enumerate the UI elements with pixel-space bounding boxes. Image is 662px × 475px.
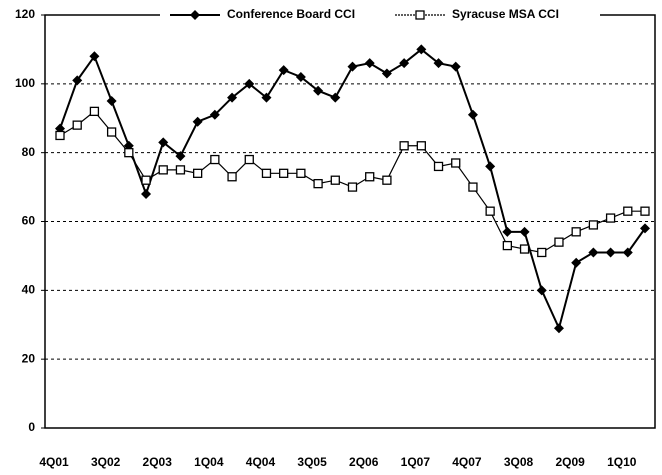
point [295,71,306,82]
point [415,10,425,20]
point [55,130,65,141]
point [622,247,633,258]
point [227,92,238,103]
point [347,61,358,72]
point [536,285,547,296]
point [175,165,186,175]
point [330,175,340,185]
y-tick-label: 0 [28,420,35,434]
legend-box [160,7,600,23]
point [227,172,237,182]
point [279,168,289,178]
y-tick-label: 20 [22,351,36,365]
point [571,257,582,268]
point [106,96,117,107]
x-tick-label: 2Q03 [143,455,173,469]
point [209,109,220,120]
point [416,141,426,151]
point [640,206,650,216]
point [485,161,496,172]
point [399,141,409,151]
legend-label: Syracuse MSA CCI [452,7,559,21]
point [158,137,169,148]
x-tick-label: 4Q01 [39,455,69,469]
point [330,92,341,103]
point [381,68,392,79]
point [416,44,427,55]
point [450,61,461,72]
point [640,223,650,234]
y-tick-label: 40 [22,283,36,297]
point [433,161,444,172]
point [467,109,478,120]
point [588,220,599,230]
point [553,323,564,334]
point [313,85,324,96]
point [519,244,530,254]
y-tick-label: 60 [22,214,36,228]
point [554,237,564,247]
point [347,182,358,192]
point [175,151,186,162]
x-tick-label: 2Q06 [349,455,379,469]
point [158,165,168,175]
point [485,206,495,216]
legend-label: Conference Board CCI [227,7,355,21]
point [244,78,255,89]
point [399,58,410,69]
point [192,116,203,127]
point [141,175,151,185]
point [571,227,581,237]
point [89,106,100,117]
point [190,10,200,20]
point [433,58,444,69]
point [106,127,117,137]
point [313,178,323,189]
x-tick-label: 3Q05 [297,455,327,469]
point [72,120,82,130]
point [244,154,254,165]
point [261,92,272,103]
point [124,148,134,158]
x-tick-label: 1Q04 [194,455,224,469]
point [502,240,513,251]
point [502,226,513,237]
y-tick-label: 100 [15,76,35,90]
point [210,154,220,165]
point [451,158,461,168]
point [296,168,306,178]
x-tick-label: 3Q02 [91,455,121,469]
point [382,175,392,185]
point [364,58,375,69]
point [192,168,203,178]
x-tick-label: 1Q07 [401,455,431,469]
point [605,247,616,258]
point [365,172,375,182]
point [278,65,289,76]
point [623,206,633,216]
x-tick-label: 1Q10 [607,455,637,469]
point [72,75,83,86]
x-tick-label: 2Q09 [555,455,585,469]
point [537,247,547,258]
point [605,213,616,223]
point [141,188,152,199]
point [519,226,530,237]
x-tick-label: 4Q07 [452,455,482,469]
x-tick-label: 4Q04 [246,455,276,469]
x-tick-label: 3Q08 [504,455,534,469]
y-tick-label: 120 [15,7,35,21]
point [588,247,599,258]
point [468,182,478,192]
y-tick-label: 80 [22,145,36,159]
point [89,51,100,62]
point [261,168,272,178]
